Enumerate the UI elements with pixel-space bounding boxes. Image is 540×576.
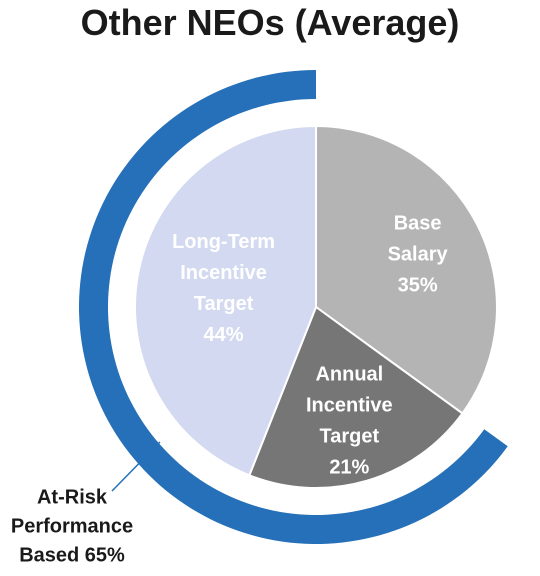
slice-layer (134, 124, 498, 489)
pie-slice (248, 305, 464, 489)
pie-slice (134, 124, 317, 477)
slice-label: Salary (388, 244, 449, 266)
chart-title: Other NEOs (Average) (80, 2, 460, 43)
slice-label-layer: Base Salary 35% Annual Incentive Target 21% Lon… (172, 213, 448, 479)
slice-value-label: 35% (398, 275, 438, 297)
slice-label: Target (194, 293, 254, 315)
slice-label: Target (320, 425, 380, 447)
slice-value-label: 21% (329, 456, 369, 478)
slice-value-label: 44% (204, 324, 244, 346)
at-risk-callout-label: Performance (11, 515, 133, 537)
slice-label: Long-Term (172, 231, 275, 253)
pie-slice (315, 124, 498, 415)
slice-label: Annual (315, 363, 383, 385)
at-risk-callout-label: At-Risk (37, 486, 108, 508)
callout-leader-line (111, 441, 161, 492)
at-risk-callout-label: Based 65% (19, 544, 125, 566)
slice-label: Base (394, 213, 442, 235)
callout-layer: At-Risk Performance Based 65% (11, 441, 161, 566)
slice-label: Incentive (306, 394, 393, 416)
slice-label: Incentive (180, 262, 267, 284)
